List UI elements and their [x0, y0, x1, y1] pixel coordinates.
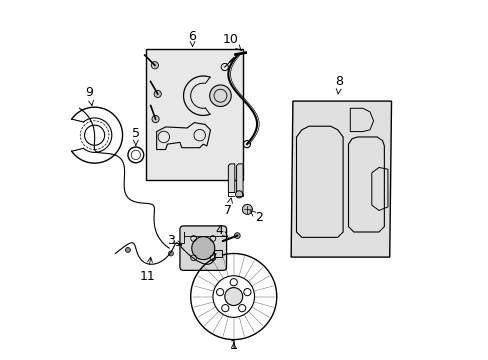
Text: 2: 2 — [249, 211, 262, 224]
Circle shape — [152, 116, 159, 123]
Text: 11: 11 — [140, 257, 155, 283]
Text: 10: 10 — [222, 32, 241, 50]
Circle shape — [224, 288, 242, 306]
Bar — [145, 49, 242, 180]
Text: 6: 6 — [188, 30, 196, 46]
Polygon shape — [290, 101, 391, 257]
Text: 9: 9 — [85, 86, 93, 105]
Circle shape — [209, 85, 231, 107]
Circle shape — [154, 90, 161, 98]
Polygon shape — [228, 164, 234, 193]
Text: 8: 8 — [335, 75, 343, 94]
Text: 4: 4 — [215, 224, 228, 237]
FancyBboxPatch shape — [180, 226, 226, 270]
Circle shape — [242, 204, 252, 215]
Text: 5: 5 — [132, 127, 140, 145]
Bar — [214, 250, 222, 257]
Polygon shape — [236, 164, 243, 193]
Text: 1: 1 — [229, 339, 237, 352]
Circle shape — [168, 251, 173, 256]
Circle shape — [191, 237, 214, 260]
Text: 7: 7 — [224, 198, 232, 217]
Circle shape — [235, 191, 242, 198]
Circle shape — [125, 247, 130, 252]
Circle shape — [151, 62, 158, 69]
Circle shape — [234, 233, 240, 238]
Text: 3: 3 — [167, 234, 182, 247]
